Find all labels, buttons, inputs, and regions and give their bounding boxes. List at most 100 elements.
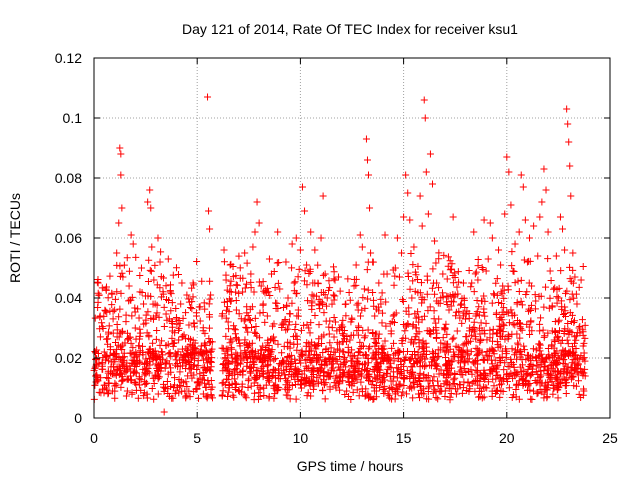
y-tick-label: 0.04 <box>55 290 82 306</box>
scatter-point-bg <box>418 295 426 303</box>
scatter-point-bg <box>297 381 305 389</box>
scatter-point <box>451 291 459 299</box>
scatter-point-bg <box>410 378 418 386</box>
scatter-point-bg <box>185 295 193 303</box>
scatter-point-bg <box>309 385 317 393</box>
scatter-point-bg <box>350 367 358 375</box>
scatter-point-bg <box>263 374 271 382</box>
scatter-point-bg <box>576 323 584 331</box>
scatter-point-bg <box>285 321 293 329</box>
scatter-point-bg <box>319 387 327 395</box>
scatter-point-bg <box>406 285 414 293</box>
scatter-point <box>431 237 439 245</box>
scatter-point-bg <box>152 371 160 379</box>
scatter-point-bg <box>146 350 154 358</box>
scatter-point-bg <box>345 288 353 296</box>
scatter-point-bg <box>331 292 339 300</box>
scatter-point-bg <box>516 334 524 342</box>
scatter-point-bg <box>109 315 117 323</box>
scatter-point <box>107 369 115 377</box>
scatter-point-bg <box>303 321 311 329</box>
scatter-point-bg <box>136 272 144 280</box>
scatter-point-bg <box>162 310 170 318</box>
scatter-point-bg <box>206 339 214 347</box>
scatter-point <box>305 324 313 332</box>
scatter-point <box>276 285 284 293</box>
scatter-point-bg <box>467 283 475 291</box>
scatter-point-bg <box>540 303 548 311</box>
y-tick-label: 0.02 <box>55 350 82 366</box>
scatter-point-bg <box>128 312 136 320</box>
scatter-point-bg <box>196 370 204 378</box>
scatter-point-bg <box>158 293 166 301</box>
scatter-point-bg <box>533 357 541 365</box>
scatter-point-bg <box>526 330 534 338</box>
scatter-point-bg <box>560 370 568 378</box>
scatter-point-bg <box>321 395 329 403</box>
scatter-point <box>118 204 126 212</box>
scatter-point-bg <box>364 286 372 294</box>
scatter-point-bg <box>143 394 151 402</box>
scatter-point-bg <box>508 345 516 353</box>
scatter-point-bg <box>314 280 322 288</box>
scatter-point <box>160 408 168 416</box>
scatter-point-bg <box>104 389 112 397</box>
scatter-point-bg <box>116 262 124 270</box>
scatter-point-bg <box>192 312 200 320</box>
scatter-point-bg <box>489 364 497 372</box>
scatter-point <box>230 369 238 377</box>
scatter-point-bg <box>522 356 530 364</box>
scatter-point-bg <box>527 318 535 326</box>
scatter-point-bg <box>481 383 489 391</box>
scatter-point-bg <box>203 394 211 402</box>
scatter-point-bg <box>500 322 508 330</box>
scatter-point-bg <box>146 266 154 274</box>
scatter-point-bg <box>226 339 234 347</box>
scatter-point-bg <box>514 277 522 285</box>
scatter-point-bg <box>574 377 582 385</box>
scatter-point-bg <box>261 318 269 326</box>
scatter-point <box>346 336 354 344</box>
scatter-point-bg <box>196 317 204 325</box>
scatter-point-bg <box>450 376 458 384</box>
scatter-point-bg <box>314 378 322 386</box>
scatter-point-bg <box>204 353 212 361</box>
scatter-point-bg <box>268 335 276 343</box>
scatter-point-bg <box>269 371 277 379</box>
scatter-point <box>511 240 519 248</box>
scatter-point-bg <box>293 346 301 354</box>
scatter-point <box>117 150 125 158</box>
scatter-point-bg <box>91 347 99 355</box>
scatter-point <box>497 261 505 269</box>
scatter-point-bg <box>99 385 106 393</box>
scatter-point-bg <box>189 293 197 301</box>
scatter-point-bg <box>224 388 232 396</box>
scatter-point-bg <box>435 249 443 257</box>
scatter-point-bg <box>243 362 251 370</box>
scatter-point-bg <box>179 314 187 322</box>
scatter-point-bg <box>407 383 415 391</box>
scatter-point-bg <box>535 363 543 371</box>
scatter-point-bg <box>568 290 576 298</box>
scatter-point-bg <box>505 384 513 392</box>
scatter-point <box>385 363 393 371</box>
scatter-point-bg <box>376 384 384 392</box>
scatter-point-bg <box>231 375 239 383</box>
scatter-point-bg <box>318 301 326 309</box>
scatter-point-bg <box>571 339 579 347</box>
scatter-point <box>338 321 346 329</box>
scatter-point-bg <box>109 329 117 337</box>
scatter-point-bg <box>108 301 116 309</box>
scatter-point-bg <box>374 334 382 342</box>
scatter-point <box>137 264 145 272</box>
scatter-point-bg <box>465 367 473 375</box>
scatter-point-bg <box>493 363 501 371</box>
scatter-point-bg <box>191 323 199 331</box>
scatter-point-bg <box>498 300 506 308</box>
scatter-point-bg <box>270 356 278 364</box>
scatter-point <box>462 315 470 323</box>
scatter-point <box>245 375 253 383</box>
scatter-point-bg <box>443 300 451 308</box>
scatter-point-bg <box>409 261 417 269</box>
scatter-point-bg <box>301 380 309 388</box>
